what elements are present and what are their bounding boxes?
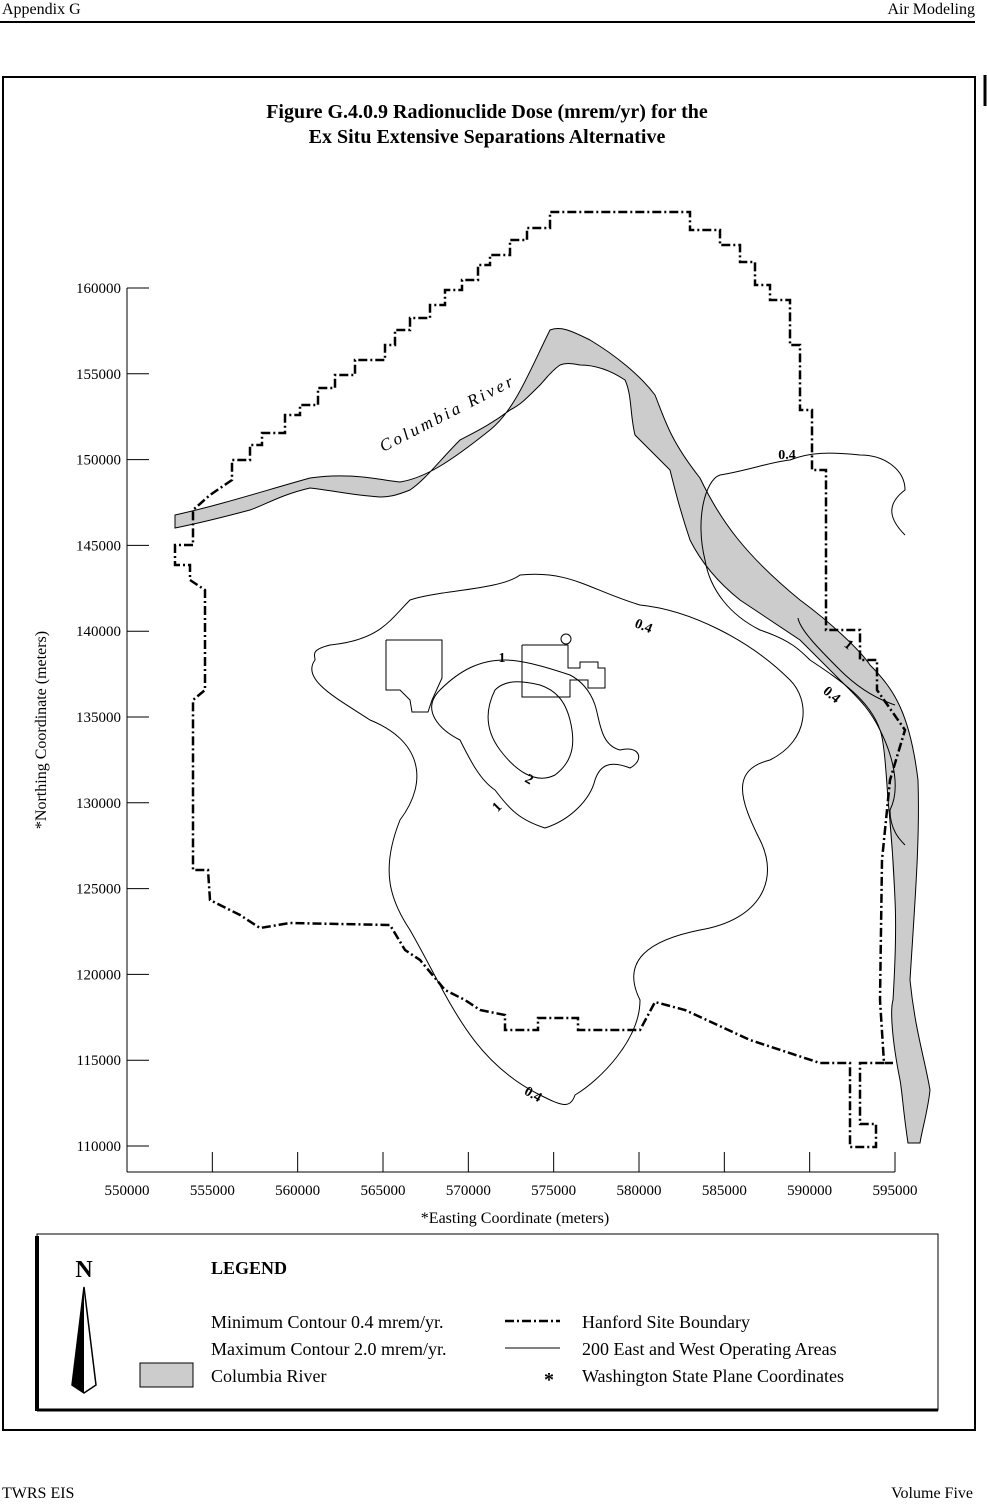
y-tick-label: 115000 [77,1053,121,1069]
contour-label: 1 [499,651,506,666]
north-label: N [75,1257,93,1283]
footer-right: Volume Five [891,1485,973,1500]
contour-1-east [797,617,896,706]
x-tick-label: 580000 [617,1183,662,1199]
header-left: Appendix G [2,1,81,18]
y-tick-label: 140000 [76,624,121,640]
contour-label: 0.4 [820,684,843,707]
y-tick-label: 110000 [77,1139,121,1155]
contour-label: 0.4 [632,617,654,637]
contour-1 [431,659,640,829]
figure-title: Figure G.4.0.9 Radionuclide Dose (mrem/y… [266,101,708,123]
north-arrow-shade [72,1287,84,1393]
x-axis-label: *Easting Coordinate (meters) [421,1210,609,1227]
y-tick-label: 120000 [76,967,121,983]
contour-label: 0.4 [778,448,796,463]
x-tick-label: 555000 [190,1183,235,1199]
operating-area-east [521,644,606,698]
river-swatch [139,1362,194,1388]
x-tick-label: 575000 [531,1183,576,1199]
x-tick-label: 565000 [361,1183,406,1199]
x-tick-label: 590000 [787,1183,832,1199]
legend-item: Minimum Contour 0.4 mrem/yr. [211,1312,444,1332]
y-tick-label: 135000 [76,710,121,726]
x-tick-label: 570000 [446,1183,491,1199]
header-right: Air Modeling [887,1,975,18]
map: Columbia River 0.4 0.4 1 1 0.4 2 1 0.4 [173,210,931,1149]
axes: *Northing Coordinate (meters) *Easting C… [33,281,918,1227]
site-boundary [173,210,907,1149]
footer-left: TWRS EIS [2,1485,74,1500]
y-tick-label: 130000 [76,796,121,812]
contour-2 [487,681,574,779]
operating-area-west [385,639,443,713]
y-tick-label: 150000 [76,453,121,469]
operating-area-marker [560,633,572,645]
river-label: Columbia River [376,371,518,456]
x-tick-label: 560000 [275,1183,320,1199]
contour-label: 2 [522,772,536,788]
legend-title: LEGEND [211,1258,287,1278]
legend-item: Columbia River [211,1366,327,1386]
contour-0-4 [311,573,804,1105]
contour-label: 0.4 [521,1084,544,1106]
figure-frame [2,76,976,1431]
x-tick-label: 550000 [105,1183,150,1199]
y-tick-label: 160000 [76,281,121,297]
x-tick-label: 595000 [873,1183,918,1199]
legend-item: Hanford Site Boundary [582,1312,750,1332]
legend-item: Maximum Contour 2.0 mrem/yr. [211,1339,447,1359]
y-tick-label: 155000 [76,367,121,383]
figure-title: Ex Situ Extensive Separations Alternativ… [309,126,666,148]
y-tick-label: 145000 [76,538,121,554]
legend-item: Washington State Plane Coordinates [582,1366,844,1386]
asterisk: * [544,1369,554,1391]
columbia-river [174,327,931,1144]
legend: N LEGEND Minimum Contour 0.4 mrem/yr. Ma… [35,1233,939,1412]
legend-item: 200 East and West Operating Areas [582,1339,837,1359]
y-tick-label: 125000 [76,882,121,898]
y-axis-label: *Northing Coordinate (meters) [33,631,50,829]
contour-label: 1 [490,800,506,816]
contour-0-4-east [700,452,906,846]
x-tick-label: 585000 [702,1183,747,1199]
